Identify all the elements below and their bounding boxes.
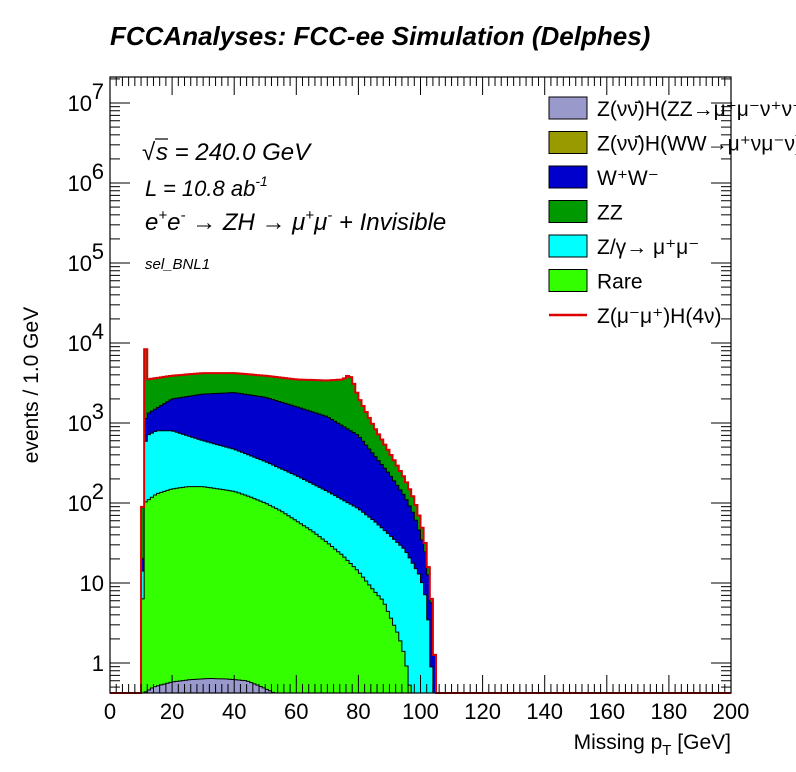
sqrt-symbol: √ — [142, 139, 156, 166]
x-tick-label: 100 — [402, 699, 439, 724]
x-tick-label: 0 — [104, 699, 116, 724]
x-tick-label: 20 — [160, 699, 184, 724]
x-tick-label: 180 — [651, 699, 688, 724]
legend-label: Rare — [597, 271, 643, 294]
x-tick-label: 60 — [284, 699, 308, 724]
signal-outline — [110, 348, 731, 694]
y-tick-label: 10 — [68, 251, 92, 276]
y-tick-label: 10 — [68, 91, 92, 116]
signal-line — [110, 348, 731, 694]
legend-swatch — [548, 234, 588, 258]
process-annotation: e+e- → ZH → μ+μ- + Invisible — [145, 207, 446, 236]
x-tick-label: 200 — [713, 699, 750, 724]
rare-histogram — [140, 486, 412, 694]
x-tick-label: 80 — [346, 699, 370, 724]
x-axis: 0 20 40 60 80 100 120 140 160 180 200 — [104, 77, 749, 724]
legend-swatch — [548, 96, 588, 120]
x-tick-label: 160 — [588, 699, 625, 724]
legend-label: Z(μ⁻μ⁺)H(4ν) — [597, 305, 722, 328]
y-tick-exponent: 5 — [92, 239, 104, 264]
selection-annotation: sel_BNL1 — [145, 256, 210, 273]
legend-swatch — [548, 131, 588, 154]
y-tick-exponent: 6 — [92, 159, 104, 184]
x-tick-label: 120 — [464, 699, 501, 724]
x-tick-label: 40 — [222, 699, 246, 724]
legend-swatch — [548, 200, 588, 223]
y-tick-exponent: 7 — [92, 79, 104, 104]
y-axis-label: events / 1.0 GeV — [20, 307, 43, 463]
legend-swatch — [548, 165, 588, 189]
legend-label: Z(νν̄)H(ZZ→μ⁺μ⁻ν⁺ν⁻) — [597, 98, 796, 121]
luminosity-annotation: L = 10.8 ab-1 — [145, 173, 268, 201]
legend-label: Z/γ→ μ⁺μ⁻ — [597, 236, 699, 259]
y-tick-label: 10 — [68, 491, 92, 516]
sqrt-s-annotation: √ s = 240.0 GeV — [142, 138, 312, 166]
legend-label: ZZ — [597, 202, 623, 225]
x-tick-label: 140 — [526, 699, 563, 724]
legend-label: W⁺W⁻ — [597, 167, 659, 190]
chart-title: FCCAnalyses: FCC-ee Simulation (Delphes) — [110, 21, 650, 51]
y-tick-label: 10 — [68, 171, 92, 196]
stacked-histograms — [140, 348, 437, 694]
y-tick-exponent: 3 — [92, 399, 104, 424]
y-tick-label: 1 — [92, 651, 104, 676]
legend-swatch — [548, 269, 588, 292]
y-tick-exponent: 2 — [92, 479, 104, 504]
legend-label: Z(νν̄)H(WW→μ⁺νμ⁻ν) — [597, 133, 796, 156]
y-tick-exponent: 4 — [92, 319, 104, 344]
y-tick-label: 10 — [80, 571, 104, 596]
y-tick-label: 10 — [68, 411, 92, 436]
legend: Z(νν̄)H(ZZ→μ⁺μ⁻ν⁺ν⁻) Z(νν̄)H(WW→μ⁺νμ⁻ν) W⁺… — [548, 96, 796, 328]
sqrt-s-label: s = 240.0 GeV — [156, 139, 312, 166]
y-tick-label: 10 — [68, 331, 92, 356]
